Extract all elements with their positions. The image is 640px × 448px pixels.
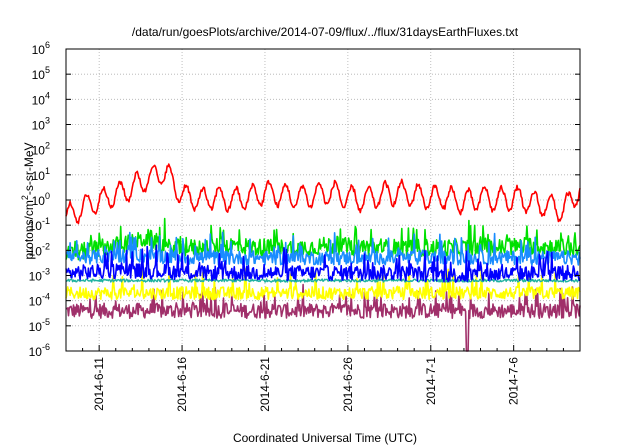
y-tick-label-6: 100	[32, 191, 50, 208]
y-tick-base: 10	[32, 169, 46, 183]
y-tick-exp: 4	[45, 90, 50, 100]
y-tick-exp: 3	[45, 116, 50, 126]
y-tick-label-11: 105	[32, 65, 50, 82]
y-tick-base: 10	[29, 295, 43, 309]
y-tick-base: 10	[32, 68, 46, 82]
y-tick-label-9: 103	[32, 116, 50, 133]
y-tick-exp: 5	[45, 65, 50, 75]
y-tick-base: 10	[32, 43, 46, 57]
y-tick-label-1: 10-5	[29, 317, 50, 334]
x-axis-ticks: 2014-6-11 2014-6-16 2014-6-21 2014-6-26 2014…	[65, 345, 581, 412]
y-axis-label-rest: -s-sr-MeV	[22, 142, 36, 195]
x-tick-label-5: 2014-7-6	[507, 357, 521, 405]
series-line-yellow	[65, 267, 581, 301]
y-tick-base: 10	[32, 119, 46, 133]
x-tick-label-3: 2014-6-26	[341, 357, 355, 412]
y-tick-label-8: 102	[32, 141, 50, 158]
y-tick-label-4: 10-2	[29, 241, 50, 258]
y-tick-base: 10	[29, 320, 43, 334]
series-line-blue	[65, 244, 581, 283]
y-tick-label-2: 10-4	[29, 292, 50, 309]
y-tick-label-7: 101	[32, 166, 50, 183]
y-tick-label-0: 10-6	[29, 342, 50, 359]
y-tick-exp: 6	[45, 40, 50, 50]
y-tick-label-12: 106	[32, 40, 50, 57]
y-tick-exp: -2	[42, 241, 50, 251]
y-axis-label: protons/cm2-s-sr-MeV	[20, 142, 36, 259]
y-tick-base: 10	[29, 270, 43, 284]
y-tick-exp: -6	[42, 342, 50, 352]
y-tick-exp: 2	[45, 141, 50, 151]
series-line-teal	[65, 278, 581, 283]
y-tick-exp: -5	[42, 317, 50, 327]
y-tick-exp: -4	[42, 292, 50, 302]
y-tick-base: 10	[32, 144, 46, 158]
y-tick-label-5: 10-1	[29, 216, 50, 233]
y-tick-exp: 1	[45, 166, 50, 176]
y-tick-label-3: 10-3	[29, 267, 50, 284]
x-tick-label-1: 2014-6-16	[175, 357, 189, 412]
y-tick-base: 10	[29, 244, 43, 258]
x-tick-label-2: 2014-6-21	[258, 357, 272, 412]
series-line-blue-light	[65, 231, 581, 266]
y-tick-base: 10	[32, 194, 46, 208]
y-tick-base: 10	[29, 345, 43, 359]
y-tick-base: 10	[29, 219, 43, 233]
y-axis-label-base: protons/cm	[22, 200, 36, 259]
y-tick-exp: -3	[42, 267, 50, 277]
y-tick-exp: -1	[42, 216, 50, 226]
x-tick-label-4: 2014-7-1	[424, 357, 438, 405]
y-tick-base: 10	[32, 93, 46, 107]
y-tick-exp: 0	[45, 191, 50, 201]
series-line-purple	[65, 283, 581, 352]
y-tick-label-10: 104	[32, 90, 50, 107]
chart-title: /data/run/goesPlots/archive/2014-07-09/f…	[132, 25, 519, 39]
y-axis-ticks: 10-610-510-410-310-210-11001011021031041…	[29, 40, 580, 359]
series-layer	[65, 163, 581, 352]
x-tick-label-0: 2014-6-11	[92, 357, 106, 411]
y-axis-label-sup: 2	[20, 195, 30, 200]
x-axis-label: Coordinated Universal Time (UTC)	[233, 431, 417, 445]
series-line-red	[65, 163, 581, 225]
